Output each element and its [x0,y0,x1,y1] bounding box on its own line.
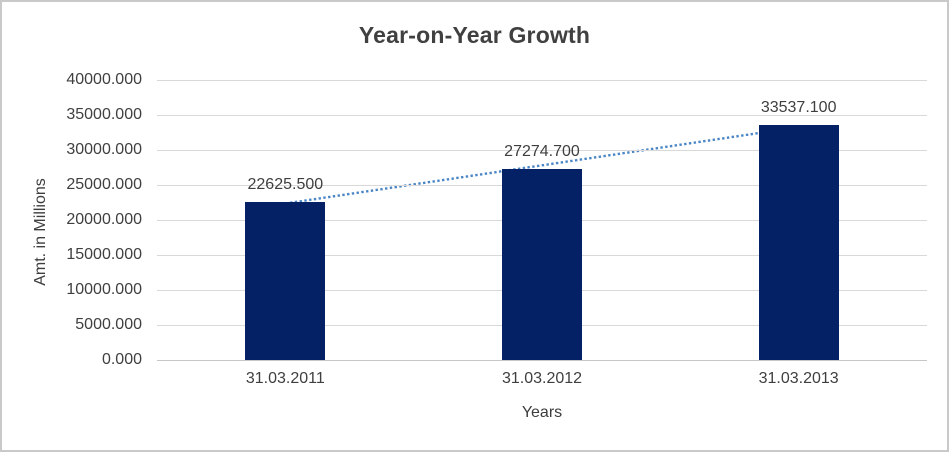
y-tick-label: 15000.000 [66,246,142,263]
y-tick-label: 30000.000 [66,141,142,158]
y-tick-label: 35000.000 [66,106,142,123]
gridline [157,360,927,361]
y-tick-label: 0.000 [101,351,142,368]
y-tick-label: 25000.000 [66,176,142,193]
gridline [157,115,927,116]
y-tick-label: 10000.000 [66,281,142,298]
bar [245,201,326,360]
trendline [285,125,799,205]
bar-data-label: 33537.100 [760,99,837,117]
gridline [157,80,927,81]
chart-title: Year-on-Year Growth [358,22,591,48]
x-tick-label: 31.03.2012 [501,370,583,387]
plot-area [157,80,927,361]
y-tick-label: 20000.000 [66,211,142,228]
y-tick-label: 5000.000 [75,316,142,333]
bar [502,169,582,360]
bar-data-label: 22625.500 [247,175,324,193]
bar-data-label: 27274.700 [504,143,580,161]
x-tick-label: 31.03.2013 [758,370,839,387]
y-tick-label: 40000.000 [66,71,142,88]
x-axis-title: Years [521,404,563,421]
bar [758,125,839,360]
x-tick-label: 31.03.2011 [245,370,325,387]
gridline [157,150,927,151]
